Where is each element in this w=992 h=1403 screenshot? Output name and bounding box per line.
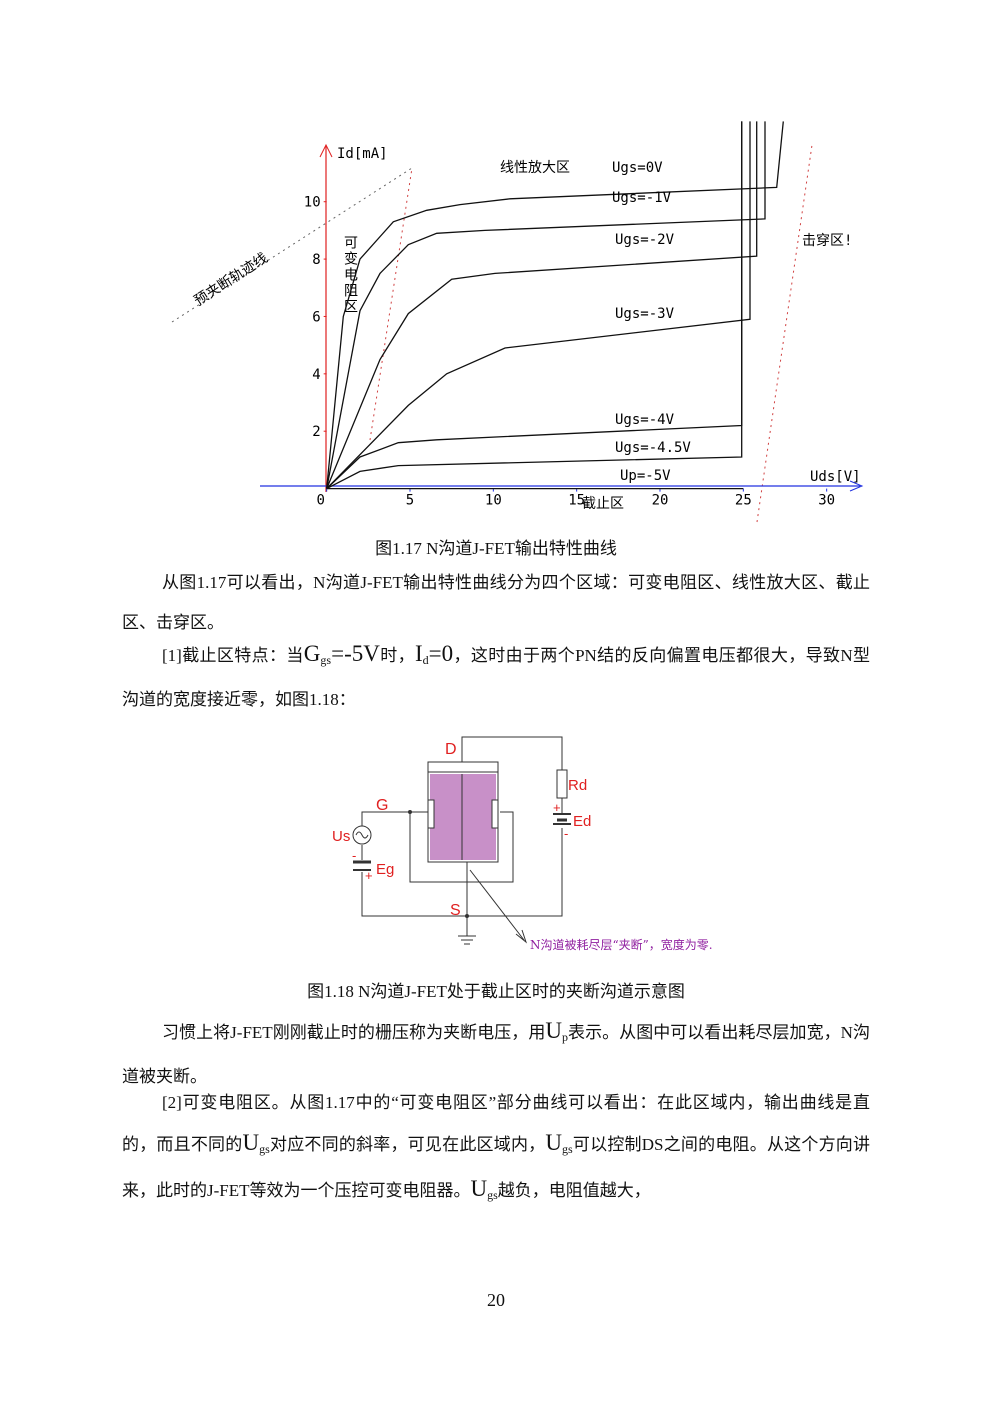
polarity: -	[352, 848, 356, 863]
figure-caption: 图1.18 N沟道J-FET处于截止区时的夹断沟道示意图	[307, 982, 685, 1001]
paragraph: 从图1.17可以看出，N沟道J-FET输出特性曲线分为四个区域：可变电阻区、线性…	[122, 563, 870, 643]
paragraph: [1]截止区特点：当Ggs=-5V时，Id=0，这时由于两个PN结的反向偏置电压…	[122, 634, 870, 720]
x-arrow	[849, 480, 864, 492]
text: [1]截止区特点：当	[162, 646, 304, 665]
text: 习惯上将J-FET刚刚截止时的栅压称为夹断电压，用	[162, 1023, 546, 1042]
polarity: +	[553, 800, 561, 815]
x-tick-label: 30	[818, 493, 835, 509]
label: Rd	[568, 777, 587, 794]
series-label: Ugs=-4V	[615, 412, 675, 428]
symbol: =-5V	[331, 641, 380, 666]
gate-plate	[491, 799, 499, 829]
junction	[408, 810, 412, 814]
annotation: 可变电阻区	[342, 235, 358, 315]
y-tick-label: 10	[304, 195, 321, 211]
curve	[326, 121, 751, 490]
annotation: 击穿区!	[802, 233, 852, 249]
series-label: Ugs=-2V	[615, 232, 675, 248]
series-label: Up=-5V	[620, 468, 671, 484]
text: 时，	[379, 646, 415, 665]
annotation: 线性放大区	[500, 160, 570, 176]
x-tick-label: 25	[735, 493, 752, 509]
output-characteristic-chart: Id[mA] Uds[V] 线性放大区 可变电阻区 预夹断轨迹线 击穿区! 截止…	[171, 121, 864, 523]
annotation: 截止区	[582, 496, 624, 512]
series-label: Ugs=0V	[612, 160, 663, 176]
wire	[461, 736, 563, 770]
note: N沟道被耗尽层“夹断”，宽度为零.	[530, 937, 713, 952]
text: 对应不同的斜率，可见在此区域内，	[269, 1135, 546, 1154]
sine	[355, 831, 369, 839]
label: Ed	[573, 813, 591, 830]
symbol: U	[545, 1018, 562, 1043]
x-tick-label: 10	[485, 493, 502, 509]
gate-wire	[409, 811, 514, 883]
symbol: U	[242, 1130, 260, 1155]
wire	[361, 811, 428, 826]
x-tick-label: 0	[316, 493, 324, 509]
series-label: Ugs=-4.5V	[615, 440, 691, 456]
text: 可以控制DS之间的电阻。从这个方向讲来，此时的J-FET等效为一个压控可变电阻器…	[122, 1135, 871, 1200]
figure-caption: 图1.17 N沟道J-FET输出特性曲线	[375, 539, 617, 558]
x-axis-label: Uds[V]	[810, 469, 861, 485]
symbol: I	[414, 641, 423, 666]
subscript: d	[422, 653, 429, 667]
polarity: +	[365, 868, 373, 883]
y-tick-label: 6	[312, 309, 320, 325]
paragraph: 习惯上将J-FET刚刚截止时的栅压称为夹断电压，用Up表示。从图中可以看出耗尽层…	[122, 1011, 870, 1097]
x-tick-label: 15	[568, 493, 585, 509]
label: Us	[332, 828, 350, 845]
text: 越负，电阻值越大，	[497, 1181, 651, 1200]
y-tick-label: 4	[312, 367, 320, 383]
resistor	[556, 769, 568, 799]
symbol: G	[303, 641, 321, 666]
curve	[326, 121, 766, 489]
junction	[465, 914, 469, 918]
symbol: U	[470, 1176, 488, 1201]
text: [2]可变电阻区。从图1.17中的“可变电阻区”部分曲线可以看出：在此区域内，输…	[122, 1093, 870, 1154]
pointer-head	[515, 929, 528, 944]
curve	[326, 121, 743, 490]
depletion-region	[430, 774, 496, 860]
label: S	[450, 902, 461, 919]
gate-plate	[427, 799, 435, 829]
text: ，这时由于两个PN结的反向偏置电压都很大，导致N型沟道的宽度接近零，如图1.18…	[122, 646, 871, 709]
y-tick-label: 8	[312, 252, 320, 268]
subscript: p	[561, 1030, 568, 1044]
x-tick-label: 5	[406, 493, 414, 509]
symbol: =0	[428, 641, 454, 666]
page-number: 20	[487, 1290, 505, 1310]
series-label: Ugs=-3V	[615, 306, 675, 322]
paragraph: [2]可变电阻区。从图1.17中的“可变电阻区”部分曲线可以看出：在此区域内，输…	[122, 1083, 870, 1215]
curve	[326, 121, 758, 489]
pinch-off-diagram: D G S Rd Ed Us Eg + - - + N沟道被耗尽层“夹断”，宽度…	[332, 736, 713, 952]
subscript: gs	[562, 1142, 573, 1156]
curve	[326, 121, 784, 489]
y-arrow	[319, 143, 333, 158]
label: D	[445, 741, 457, 758]
polarity: -	[564, 826, 568, 841]
text: 从图1.17可以看出，N沟道J-FET输出特性曲线分为四个区域：可变电阻区、线性…	[122, 573, 870, 632]
y-axis-label: Id[mA]	[337, 146, 388, 162]
pointer-arrow	[469, 869, 525, 941]
subscript: gs	[487, 1188, 498, 1202]
curve	[326, 121, 743, 490]
wire	[361, 828, 563, 917]
y-tick-label: 2	[312, 424, 320, 440]
x-tick-label: 20	[652, 493, 669, 509]
annotation: 预夹断轨迹线	[191, 250, 270, 309]
label: Eg	[376, 861, 394, 878]
series-label: Ugs=-1V	[612, 190, 672, 206]
text: 表示。从图中可以看出耗尽层加宽，N沟道被夹断。	[122, 1023, 870, 1086]
label: G	[376, 797, 388, 814]
subscript: gs	[320, 653, 332, 667]
subscript: gs	[259, 1142, 270, 1156]
pinch-off-line	[369, 167, 413, 441]
symbol: U	[545, 1130, 563, 1155]
